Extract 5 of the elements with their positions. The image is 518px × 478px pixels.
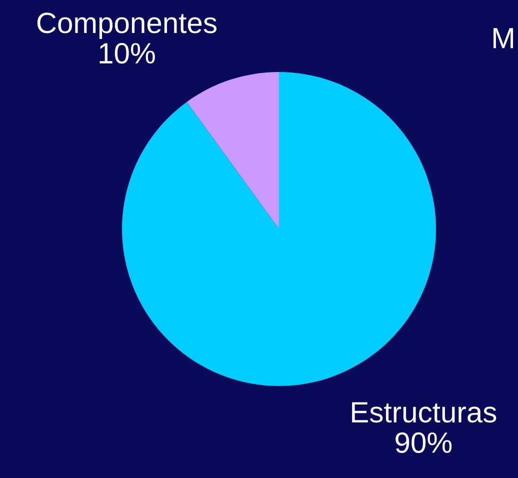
slice-label: Estructuras: [352, 402, 496, 423]
text: M: [494, 28, 514, 48]
data-label: 10%: [100, 42, 155, 64]
data-label: 90%: [396, 432, 452, 453]
slice-label: Componentes: [37, 12, 216, 40]
